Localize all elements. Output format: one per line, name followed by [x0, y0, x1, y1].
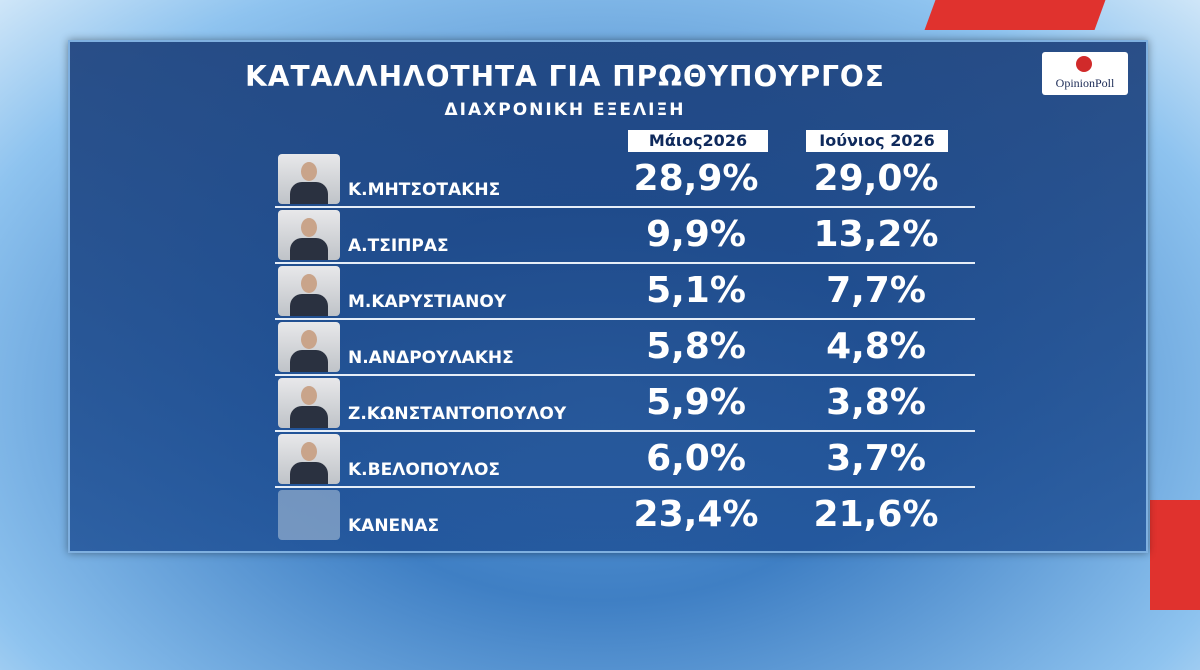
- candidate-name: Α.ΤΣΙΠΡΑΣ: [348, 236, 449, 256]
- value: 5,1%: [646, 270, 746, 311]
- candidate-name: Ν.ΑΝΔΡΟΥΛΑΚΗΣ: [348, 348, 514, 368]
- photo: [278, 154, 340, 204]
- value: 13,2%: [813, 214, 939, 255]
- row-divider: [275, 430, 975, 432]
- candidate-name: Ζ.ΚΩΝΣΤΑΝΤΟΠΟΥΛΟΥ: [348, 404, 567, 424]
- photo: [278, 490, 340, 540]
- subtitle: ΔΙΑΧΡΟΝΙΚΗ ΕΞΕΛΙΞΗ: [444, 100, 686, 120]
- row-divider: [275, 486, 975, 488]
- candidate-name: Κ.ΜΗΤΣΟΤΑΚΗΣ: [348, 180, 501, 200]
- row-divider: [275, 374, 975, 376]
- value: 5,9%: [646, 382, 746, 423]
- photo: [278, 266, 340, 316]
- decor: [924, 0, 1106, 30]
- photo: [278, 378, 340, 428]
- photo: [278, 434, 340, 484]
- value: 3,8%: [826, 382, 926, 423]
- logo-text: OpinionPoll: [1055, 76, 1115, 90]
- title: ΚΑΤΑΛΛΗΛΟΤΗΤΑ ΓΙΑ ΠΡΩΘΥΠΟΥΡΓΟΣ: [245, 60, 885, 93]
- row-divider: [275, 262, 975, 264]
- row-divider: [275, 206, 975, 208]
- value: 28,9%: [633, 158, 759, 199]
- candidate-name: Μ.ΚΑΡΥΣΤΙΑΝΟΥ: [348, 292, 507, 312]
- value: 29,0%: [813, 158, 939, 199]
- value: 9,9%: [646, 214, 746, 255]
- column-header: Μάιος2026: [628, 130, 768, 152]
- value: 5,8%: [646, 326, 746, 367]
- photo: [278, 210, 340, 260]
- value: 21,6%: [813, 494, 939, 535]
- value: 23,4%: [633, 494, 759, 535]
- photo: [278, 322, 340, 372]
- candidate-name: Κ.ΒΕΛΟΠΟΥΛΟΣ: [348, 460, 501, 480]
- decor: [1150, 500, 1200, 610]
- logo: OpinionPoll: [1042, 52, 1128, 95]
- value: 7,7%: [826, 270, 926, 311]
- value: 6,0%: [646, 438, 746, 479]
- row-divider: [275, 318, 975, 320]
- column-header: Ιούνιος 2026: [806, 130, 948, 152]
- candidate-name: ΚΑΝΕΝΑΣ: [348, 516, 440, 536]
- value: 3,7%: [826, 438, 926, 479]
- panel: [68, 40, 1148, 553]
- value: 4,8%: [826, 326, 926, 367]
